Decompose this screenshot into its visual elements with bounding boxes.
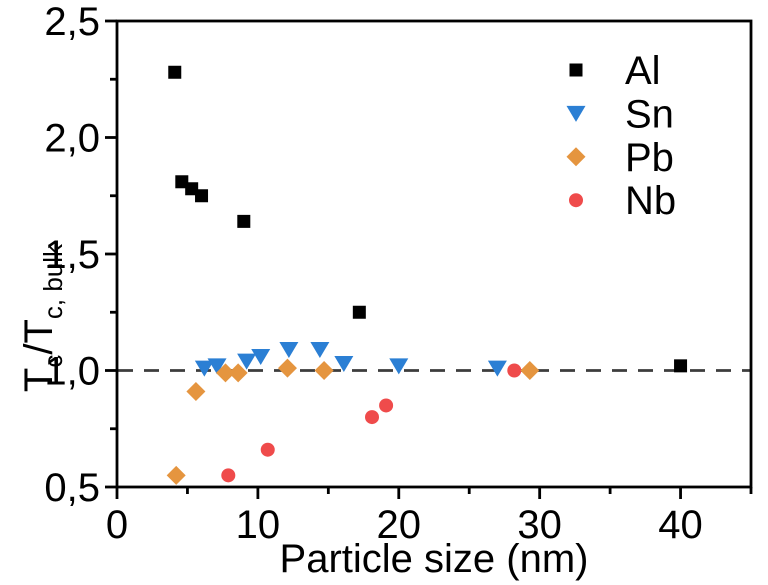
data-point-al — [185, 182, 199, 196]
data-point-al — [352, 305, 366, 319]
data-point-al — [168, 65, 182, 79]
x-tick-label: 10 — [236, 503, 281, 547]
y-axis-label: Tc/Tc, bulk — [17, 243, 68, 392]
legend-item-nb: Nb — [569, 179, 676, 223]
data-point-sn — [194, 360, 214, 377]
data-point-pb — [186, 381, 206, 401]
x-tick-label: 20 — [377, 503, 422, 547]
legend-marker-sn — [566, 105, 586, 122]
data-point-al — [195, 189, 209, 203]
data-point-pb — [520, 361, 540, 380]
y-tick-label: 1,5 — [44, 233, 100, 277]
data-point-sn — [237, 353, 257, 370]
legend-marker-pb — [566, 147, 586, 167]
data-point-nb — [379, 398, 394, 413]
legend-label-al: Al — [625, 49, 661, 93]
data-point-sn — [251, 349, 271, 366]
x-axis: 0 10 20 30 40 — [106, 487, 753, 547]
data-point-pb — [314, 361, 334, 380]
data-point-pb — [228, 363, 248, 383]
x-tick-label: 0 — [106, 503, 128, 547]
x-axis-label: Particle size (nm) — [280, 537, 589, 581]
y-tick-label: 2,0 — [44, 117, 100, 161]
legend-label-pb: Pb — [625, 136, 674, 180]
legend-label-sn: Sn — [625, 92, 674, 136]
data-point-sn — [334, 356, 354, 373]
data-point-al — [674, 359, 688, 373]
series-pb — [166, 358, 540, 485]
data-point-sn — [487, 360, 507, 377]
legend-item-sn: Sn — [566, 92, 674, 136]
y-tick-label: 1,0 — [44, 350, 100, 394]
data-point-nb — [260, 442, 275, 457]
y-axis: 0,5 1,0 1,5 2,0 2,5 — [44, 0, 117, 510]
legend-marker-al — [569, 63, 583, 77]
data-point-nb — [221, 468, 236, 483]
legend-item-pb: Pb — [566, 136, 674, 180]
series-sn — [194, 342, 507, 377]
data-point-al — [237, 214, 251, 228]
y-tick-label: 2,5 — [44, 0, 100, 44]
x-tick-label: 30 — [517, 503, 562, 547]
data-point-sn — [279, 342, 299, 359]
x-tick-label: 40 — [658, 503, 703, 547]
series-al — [168, 65, 688, 373]
data-point-nb — [365, 410, 380, 425]
legend-marker-nb — [569, 193, 583, 208]
data-point-pb — [277, 358, 297, 378]
legend-label-nb: Nb — [625, 179, 676, 223]
y-tick-label: 0,5 — [44, 466, 100, 510]
data-point-pb — [215, 363, 235, 383]
data-point-nb — [507, 363, 522, 378]
data-point-sn — [310, 342, 330, 359]
legend-item-al: Al — [569, 49, 661, 93]
data-point-pb — [166, 465, 186, 485]
data-point-al — [175, 175, 189, 189]
series-nb — [221, 363, 522, 483]
data-point-sn — [207, 358, 227, 375]
data-point-sn — [389, 358, 409, 375]
